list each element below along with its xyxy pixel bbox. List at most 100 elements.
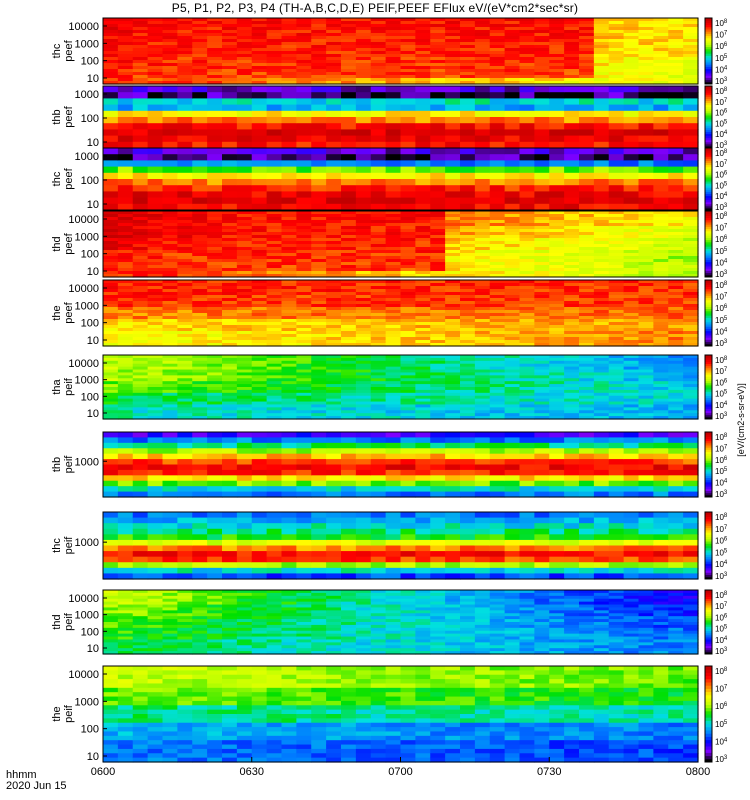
heatmap-cell <box>519 355 535 359</box>
heatmap-cell <box>311 298 327 302</box>
heatmap-cell <box>296 366 312 371</box>
heatmap-cell <box>668 286 684 290</box>
heatmap-cell <box>370 355 387 359</box>
heatmap-cell <box>564 295 580 299</box>
heatmap-cell <box>296 331 312 335</box>
heatmap-cell <box>504 63 521 67</box>
heatmap-cell <box>474 366 491 371</box>
heatmap-cell <box>623 81 640 85</box>
heatmap-cell <box>207 123 223 130</box>
heatmap-cell <box>222 404 238 408</box>
y-tick-label: 10000 <box>68 214 99 226</box>
heatmap-cell <box>147 30 164 34</box>
heatmap-cell <box>177 229 193 233</box>
heatmap-cell <box>430 117 446 124</box>
heatmap-cell <box>311 283 327 287</box>
heatmap-cell <box>370 262 387 266</box>
heatmap-cell <box>564 363 580 368</box>
heatmap-cell <box>519 271 535 275</box>
colorbar-tick-base: 10 <box>715 109 724 118</box>
heatmap-cell <box>370 325 387 329</box>
heatmap-cell <box>296 378 312 382</box>
heatmap-cell <box>311 289 327 293</box>
heatmap-cell <box>296 340 312 344</box>
heatmap-cell <box>534 334 550 338</box>
heatmap-cell <box>251 363 268 368</box>
heatmap-cell <box>370 172 387 180</box>
heatmap-cell <box>355 229 372 233</box>
heatmap-cell <box>355 39 372 43</box>
heatmap-cell <box>474 259 491 263</box>
heatmap-cell <box>355 357 372 362</box>
heatmap-cell <box>564 39 580 43</box>
heatmap-cell <box>370 366 387 371</box>
heatmap-cell <box>192 310 208 314</box>
heatmap-cell <box>400 244 416 248</box>
heatmap-cell <box>355 63 372 67</box>
heatmap-cell <box>608 280 625 284</box>
heatmap-cell <box>370 214 387 218</box>
heatmap-cell <box>415 357 431 362</box>
heatmap-cell <box>415 389 431 394</box>
heatmap-cell <box>460 141 476 149</box>
heatmap-cell <box>683 110 699 118</box>
colorbar-step <box>705 143 712 147</box>
heatmap-cell <box>489 253 506 257</box>
heatmap-cell <box>147 301 164 305</box>
heatmap-cell <box>638 45 654 49</box>
heatmap-cell <box>549 372 565 376</box>
heatmap-cell <box>326 331 342 335</box>
heatmap-cell <box>117 235 134 239</box>
heatmap-cell <box>311 355 327 359</box>
heatmap-cell <box>222 480 238 487</box>
heatmap-cell <box>668 72 684 76</box>
heatmap-cell <box>296 42 312 46</box>
colorbar-step <box>705 48 712 52</box>
heatmap-cell <box>593 369 610 374</box>
heatmap-cell <box>147 179 164 186</box>
heatmap-cell <box>504 283 521 287</box>
heatmap-cell <box>236 486 253 493</box>
heatmap-cell <box>326 274 342 278</box>
heatmap-cell <box>683 45 699 49</box>
heatmap-cell <box>355 375 372 379</box>
heatmap-cell <box>266 214 283 218</box>
heatmap-cell <box>355 129 372 137</box>
heatmap-cell <box>608 179 625 186</box>
heatmap-cell <box>549 197 565 205</box>
heatmap-cell <box>474 363 491 368</box>
heatmap-cell <box>564 48 580 52</box>
heatmap-cell <box>281 104 297 112</box>
heatmap-cell <box>326 328 342 332</box>
heatmap-cell <box>474 280 491 284</box>
heatmap-cell <box>370 36 387 40</box>
heatmap-cell <box>132 256 149 260</box>
heatmap-cell <box>222 229 238 233</box>
heatmap-cell <box>192 141 208 149</box>
heatmap-cell <box>266 42 283 46</box>
heatmap-cell <box>385 60 402 64</box>
heatmap-cell <box>415 322 431 326</box>
heatmap-cell <box>668 18 684 22</box>
heatmap-cell <box>415 92 431 99</box>
heatmap-cell <box>117 448 134 455</box>
panel-ylabel: thdpeef <box>51 232 75 254</box>
heatmap-cell <box>162 464 178 471</box>
heatmap-cell <box>460 355 476 359</box>
colorbar-step <box>705 24 712 28</box>
heatmap-cell <box>474 179 491 186</box>
heatmap-cell <box>177 197 193 205</box>
heatmap-cell <box>400 98 416 106</box>
heatmap-cell <box>430 57 446 61</box>
heatmap-cell <box>445 375 461 379</box>
heatmap-cell <box>653 36 669 40</box>
heatmap-cell <box>207 81 223 85</box>
heatmap-cell <box>370 469 387 476</box>
heatmap-cell <box>430 45 446 49</box>
heatmap-cell <box>207 36 223 40</box>
heatmap-cell <box>623 253 640 257</box>
heatmap-cell <box>415 375 431 379</box>
heatmap-cell <box>608 378 625 382</box>
heatmap-cell <box>504 319 521 323</box>
heatmap-cell <box>623 27 640 31</box>
